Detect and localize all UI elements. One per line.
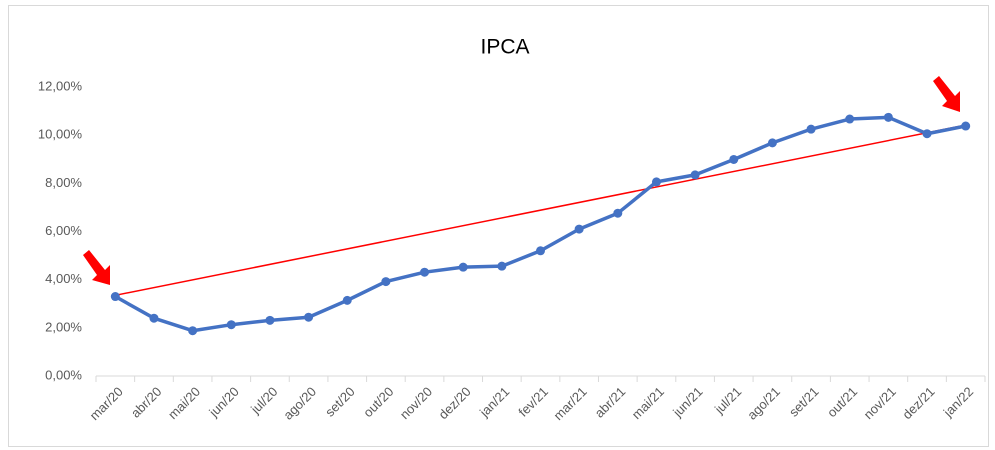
data-point [767, 138, 777, 148]
data-point [304, 312, 314, 322]
y-tick-label: 0,00% [45, 367, 82, 382]
chart-title: IPCA [480, 36, 529, 59]
data-point [651, 177, 661, 187]
data-point [883, 112, 893, 122]
data-point [265, 315, 275, 325]
data-point [342, 295, 352, 305]
trend-line [115, 124, 966, 297]
data-point [110, 292, 120, 302]
data-point [922, 129, 932, 139]
arrow [933, 76, 960, 112]
arrow [83, 250, 110, 285]
data-point [381, 277, 391, 287]
data-point [420, 267, 430, 277]
data-point [613, 208, 623, 218]
data-point [536, 246, 545, 256]
y-tick-label: 4,00% [45, 271, 82, 286]
data-point [226, 320, 236, 330]
y-tick-label: 2,00% [45, 319, 82, 334]
data-point [458, 262, 468, 272]
data-point [729, 154, 739, 164]
data-point [845, 114, 855, 124]
data-point [574, 224, 584, 234]
y-tick-label: 6,00% [45, 223, 82, 238]
data-point [806, 124, 816, 134]
data-point [188, 326, 198, 336]
data-point [961, 121, 971, 131]
data-point [149, 313, 159, 323]
data-point [497, 261, 507, 271]
y-tick-label: 8,00% [45, 175, 82, 190]
data-point [690, 170, 700, 180]
y-tick-label: 10,00% [38, 127, 83, 142]
y-tick-label: 12,00% [38, 78, 83, 93]
chart-frame [8, 5, 989, 447]
